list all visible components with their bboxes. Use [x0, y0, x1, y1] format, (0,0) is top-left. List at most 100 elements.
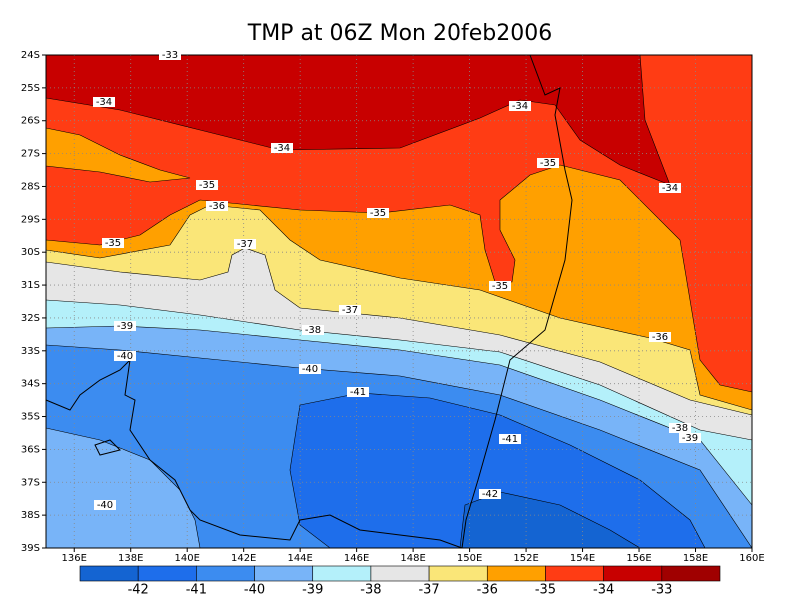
- contour-label: -36: [209, 201, 225, 212]
- contour-label: -34: [274, 143, 290, 154]
- contour-label: -40: [302, 364, 318, 375]
- coastline: [45, 358, 463, 549]
- colorbar-box: [428, 565, 488, 582]
- colorbar-label: -41: [186, 583, 207, 598]
- colorbar-label: -42: [128, 583, 149, 598]
- lat-label: 31S: [21, 280, 40, 291]
- lon-label: 140E: [174, 553, 199, 564]
- lon-label: 150E: [457, 553, 482, 564]
- contour-label-box: [114, 321, 136, 331]
- colorbar-label: -37: [418, 583, 439, 598]
- contour-label-box: [347, 387, 369, 397]
- contour-label: -35: [540, 158, 556, 169]
- colorbar-label: -33: [651, 583, 672, 598]
- region: [46, 428, 200, 548]
- region: [46, 128, 190, 182]
- lat-label: 34S: [21, 379, 40, 390]
- contour-label-box: [102, 238, 124, 248]
- lat-label: 30S: [21, 247, 40, 258]
- contour-line: [45, 127, 191, 183]
- border-line: [461, 54, 573, 549]
- contour-label: -35: [105, 238, 121, 249]
- lat-label: 35S: [21, 412, 40, 423]
- contour-label: -34: [96, 97, 112, 108]
- colorbar-box: [545, 565, 604, 582]
- contour-label: -34: [662, 183, 678, 194]
- colorbar-box: [137, 565, 197, 582]
- lon-label: 144E: [287, 553, 312, 564]
- contour-label-box: [302, 325, 324, 335]
- contour-label-box: [649, 332, 671, 342]
- contour-label-box: [367, 208, 389, 218]
- lat-label: 39S: [21, 543, 40, 554]
- contour-label: -37: [237, 239, 253, 250]
- contour-label: -34: [512, 101, 528, 112]
- lon-label: 148E: [400, 553, 425, 564]
- contour-label: -39: [117, 321, 133, 332]
- region: [290, 393, 705, 548]
- annotations: 24S 25S 26S 27S 28S 29S 30S 31S 32S 33S 34S 35S 36S 3…: [21, 50, 765, 564]
- colorbar-box: [79, 565, 139, 582]
- contour-line: [45, 247, 753, 416]
- lon-label: 156E: [626, 553, 651, 564]
- contour-label: -40: [97, 500, 113, 511]
- colorbar-box: [254, 565, 314, 582]
- contour-label-box: [339, 305, 361, 315]
- contour-label: -36: [652, 332, 668, 343]
- contour-label-box: [196, 180, 218, 190]
- colorbar-box: [370, 565, 430, 582]
- lat-label: 24S: [21, 50, 40, 61]
- contour-line: [45, 344, 753, 549]
- contour-label-box: [669, 423, 691, 433]
- contour-label: -39: [682, 433, 698, 444]
- coastline: [94, 439, 121, 456]
- contour-label-box: [206, 201, 228, 211]
- lat-label: 29S: [21, 214, 40, 225]
- contour-label: -41: [502, 434, 518, 445]
- lat-label: 37S: [21, 477, 40, 488]
- contour-label-box: [499, 434, 521, 444]
- contour-label-box: [299, 364, 321, 374]
- colorbar-box: [196, 565, 255, 582]
- contour-label: -35: [199, 180, 215, 191]
- map-fill: [46, 55, 752, 548]
- lon-label: 160E: [739, 553, 764, 564]
- lat-label: 33S: [21, 346, 40, 357]
- colorbar-label: -35: [535, 583, 556, 598]
- contour-label: -33: [162, 50, 178, 61]
- contour-label-box: [679, 433, 701, 443]
- contour-line: [289, 392, 706, 549]
- contour-label-box: [114, 351, 136, 361]
- lon-label: 158E: [683, 553, 708, 564]
- colorbar-box: [661, 565, 721, 582]
- region: [46, 55, 752, 392]
- contour-label-box: [489, 281, 511, 291]
- plot-frame: [45, 54, 753, 549]
- colorbar-label: -36: [477, 583, 498, 598]
- contour-label: -37: [342, 305, 358, 316]
- contour-line: [45, 204, 753, 411]
- contour-label: -38: [672, 423, 688, 434]
- lon-label: 138E: [118, 553, 143, 564]
- contour-label: -38: [305, 325, 321, 336]
- contour-line: [45, 164, 753, 393]
- colorbar-box: [312, 565, 372, 582]
- lat-label: 38S: [21, 510, 40, 521]
- contour-label-box: [94, 500, 116, 510]
- contour-label-box: [479, 489, 501, 499]
- contour-label: -40: [117, 351, 133, 362]
- contour-label-box: [93, 97, 115, 107]
- contour-label-box: [234, 239, 256, 249]
- lon-label: 136E: [62, 553, 87, 564]
- lat-label: 36S: [21, 444, 40, 455]
- lat-label: 25S: [21, 83, 40, 94]
- lat-label: 26S: [21, 116, 40, 127]
- title: TMP at 06Z Mon 20feb2006: [247, 21, 552, 46]
- lon-label: 152E: [513, 553, 538, 564]
- contour-line: [45, 325, 753, 506]
- lat-label: 27S: [21, 149, 40, 160]
- contour-label: -42: [482, 489, 498, 500]
- colorbar-label: -34: [593, 583, 614, 598]
- lat-label: 28S: [21, 181, 40, 192]
